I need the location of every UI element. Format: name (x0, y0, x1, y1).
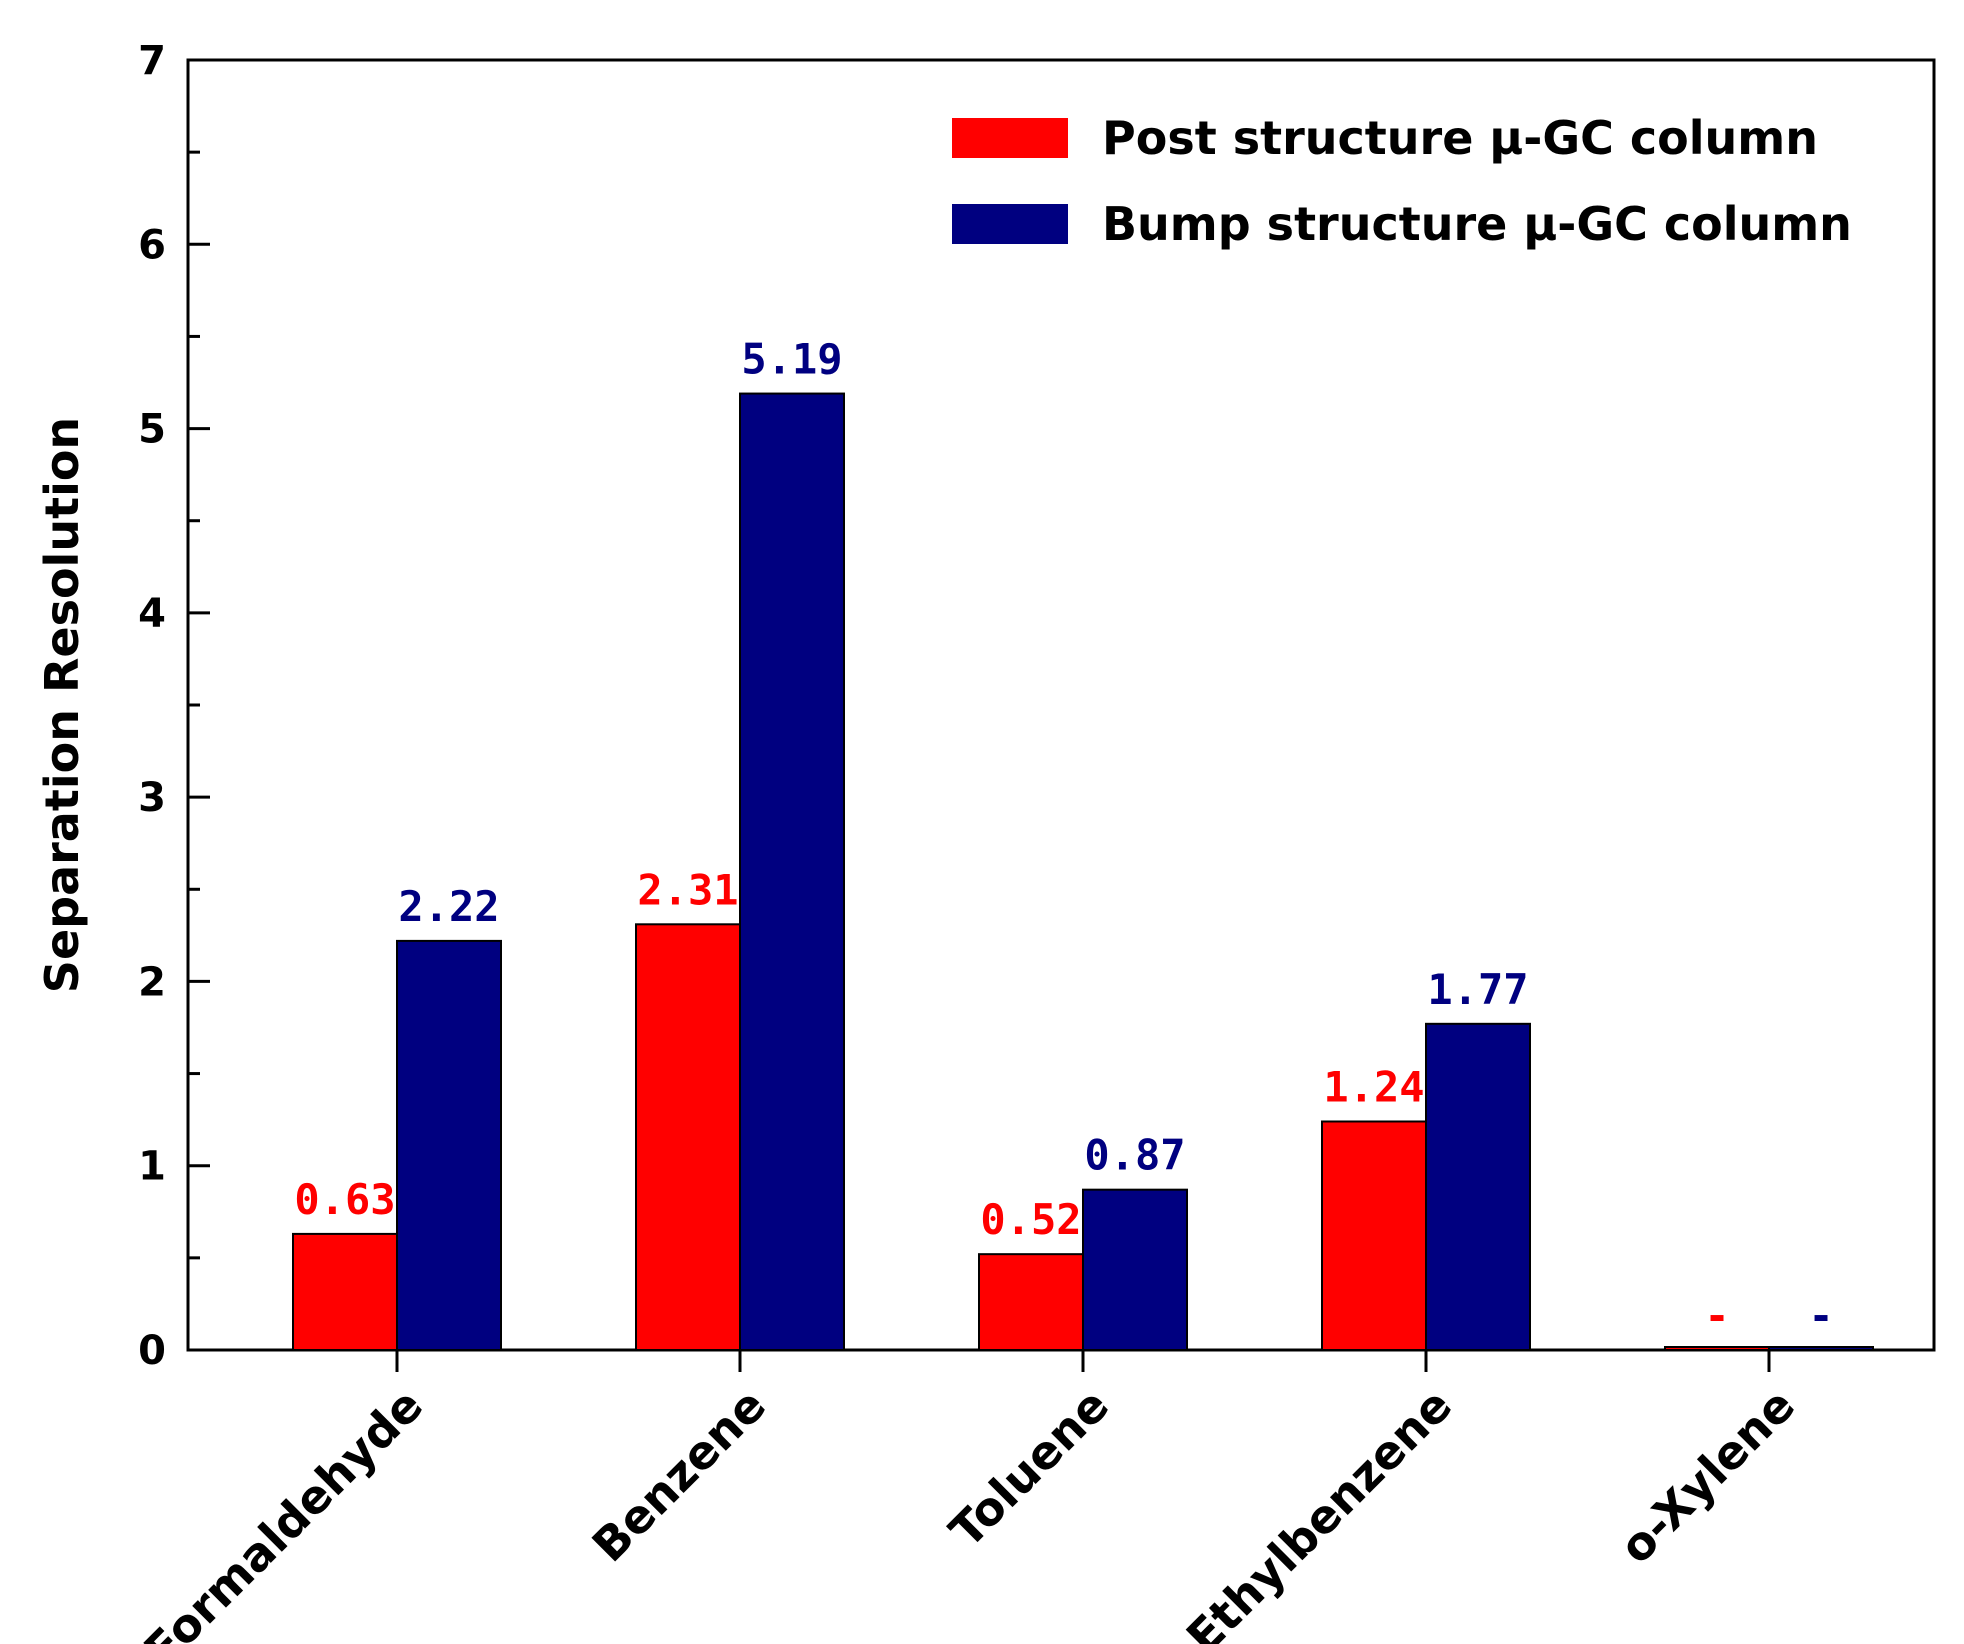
y-axis-ticks: 0 1 2 3 4 5 6 7 (138, 38, 210, 1374)
data-label: 2.22 (398, 882, 499, 931)
data-label: 0.87 (1084, 1131, 1185, 1180)
x-axis-ticks: Formaldehyde Benzene Toluene Ethylbenzene o-… (134, 1350, 1805, 1644)
legend-label: Bump structure μ-GC column (1102, 197, 1852, 251)
bar-bump (396, 939, 502, 1352)
legend-swatch (952, 204, 1068, 244)
legend: Post structure μ-GC column Bump structure… (952, 111, 1852, 251)
data-label: 5.19 (741, 335, 842, 384)
data-label: 0.52 (980, 1195, 1081, 1244)
data-label: 1.77 (1427, 965, 1528, 1014)
x-category-label: Toluene (939, 1378, 1119, 1558)
y-tick-label: 0 (138, 1328, 166, 1374)
x-category-label: o-Xylene (1609, 1378, 1805, 1574)
y-tick-label: 7 (138, 38, 166, 84)
legend-label: Post structure μ-GC column (1102, 111, 1818, 165)
data-label: 2.31 (637, 865, 738, 914)
x-category-label: Benzene (582, 1378, 776, 1572)
bar-bump (1768, 1346, 1874, 1351)
y-tick-label: 1 (138, 1144, 166, 1190)
x-category-label: Ethylbenzene (1176, 1378, 1462, 1644)
data-label: - (1704, 1291, 1729, 1340)
data-label: - (1808, 1291, 1833, 1340)
bar-bump (739, 392, 845, 1351)
bar-bump (1425, 1022, 1531, 1351)
y-tick-label: 2 (138, 959, 166, 1005)
y-tick-label: 3 (138, 775, 166, 821)
bar-bump (1082, 1188, 1188, 1351)
data-label: 1.24 (1323, 1062, 1424, 1111)
y-tick-label: 5 (138, 407, 166, 453)
data-label: 0.63 (294, 1175, 395, 1224)
y-axis-title: Separation Resolution (35, 417, 89, 993)
bars-group (292, 392, 1874, 1352)
bar-post (1664, 1346, 1770, 1351)
value-labels-group: 0.63 2.22 2.31 5.19 0.520.87 1.241.77 - - (294, 335, 1833, 1340)
bar-post (1321, 1120, 1427, 1351)
bar-post (292, 1232, 398, 1352)
y-tick-label: 4 (138, 591, 166, 637)
legend-swatch (952, 118, 1068, 158)
bar-post (635, 923, 741, 1351)
bar-post (978, 1253, 1084, 1351)
x-category-label: Formaldehyde (134, 1378, 434, 1644)
y-tick-label: 6 (138, 222, 166, 268)
